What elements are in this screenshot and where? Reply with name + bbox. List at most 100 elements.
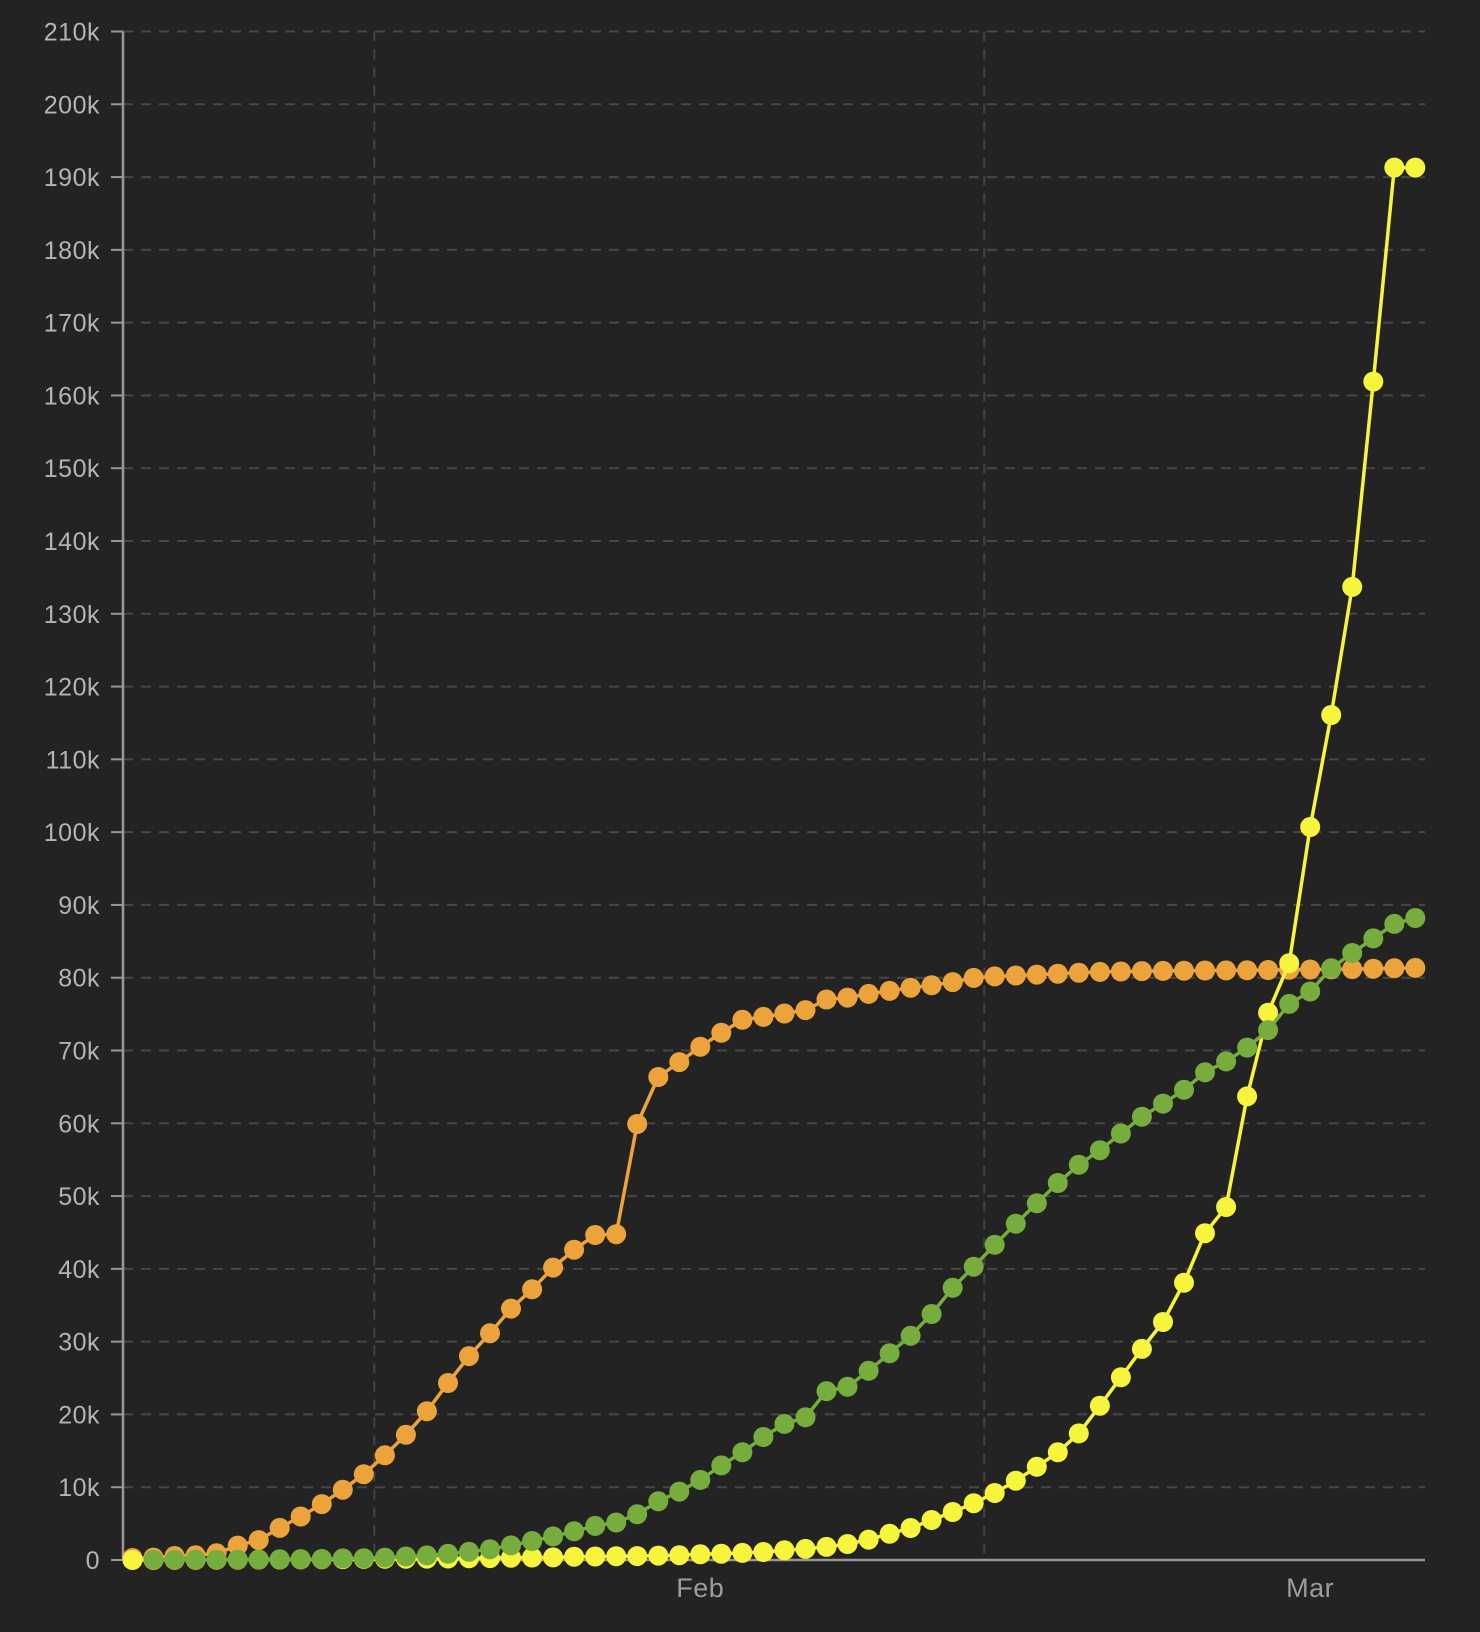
green-data-point[interactable] — [732, 1442, 753, 1463]
orange-data-point[interactable] — [1153, 960, 1173, 981]
orange-data-point[interactable] — [227, 1535, 248, 1556]
green-data-point[interactable] — [416, 1545, 437, 1566]
yellow-data-point[interactable] — [858, 1529, 879, 1550]
green-data-point[interactable] — [522, 1531, 543, 1551]
green-data-point[interactable] — [837, 1376, 858, 1397]
green-data-point[interactable] — [1068, 1154, 1089, 1175]
yellow-data-point[interactable] — [669, 1545, 690, 1566]
orange-data-point[interactable] — [1089, 961, 1110, 982]
green-data-point[interactable] — [353, 1548, 374, 1569]
green-data-point[interactable] — [248, 1549, 269, 1570]
yellow-data-point[interactable] — [879, 1523, 900, 1544]
yellow-data-point[interactable] — [543, 1547, 564, 1568]
orange-data-point[interactable] — [942, 972, 963, 993]
green-data-point[interactable] — [1258, 1020, 1279, 1041]
orange-data-point[interactable] — [543, 1257, 564, 1278]
green-data-point[interactable] — [269, 1549, 290, 1570]
orange-data-point[interactable] — [374, 1445, 395, 1466]
orange-data-point[interactable] — [1110, 961, 1131, 982]
yellow-data-point[interactable] — [1342, 576, 1363, 597]
green-data-point[interactable] — [1131, 1106, 1152, 1127]
green-data-point[interactable] — [606, 1512, 627, 1533]
yellow-data-point[interactable] — [1195, 1223, 1215, 1244]
green-data-point[interactable] — [1005, 1213, 1026, 1234]
green-data-point[interactable] — [795, 1407, 816, 1428]
orange-data-point[interactable] — [353, 1464, 374, 1485]
yellow-data-point[interactable] — [1237, 1086, 1258, 1107]
green-data-point[interactable] — [1047, 1173, 1068, 1193]
orange-data-point[interactable] — [1026, 964, 1047, 985]
orange-data-point[interactable] — [795, 1000, 816, 1021]
yellow-data-point[interactable] — [606, 1546, 627, 1567]
green-data-point[interactable] — [1384, 913, 1405, 934]
orange-data-point[interactable] — [311, 1494, 332, 1515]
orange-data-point[interactable] — [963, 967, 984, 988]
green-data-point[interactable] — [585, 1515, 606, 1536]
yellow-data-point[interactable] — [1363, 371, 1384, 392]
green-data-point[interactable] — [1153, 1093, 1173, 1114]
green-data-point[interactable] — [1321, 958, 1342, 979]
orange-data-point[interactable] — [395, 1424, 416, 1445]
yellow-data-point[interactable] — [795, 1538, 816, 1559]
orange-data-point[interactable] — [269, 1517, 290, 1538]
yellow-data-point[interactable] — [711, 1543, 732, 1564]
green-data-point[interactable] — [143, 1549, 164, 1570]
orange-data-point[interactable] — [438, 1373, 458, 1393]
orange-data-point[interactable] — [648, 1067, 669, 1087]
orange-data-point[interactable] — [459, 1346, 479, 1367]
yellow-data-point[interactable] — [1047, 1442, 1068, 1463]
yellow-data-point[interactable] — [732, 1542, 753, 1563]
green-data-point[interactable] — [1342, 943, 1363, 963]
yellow-data-point[interactable] — [1068, 1423, 1089, 1444]
green-data-point[interactable] — [1363, 928, 1384, 949]
green-data-point[interactable] — [227, 1549, 248, 1570]
yellow-data-point[interactable] — [1005, 1470, 1026, 1491]
orange-data-point[interactable] — [585, 1225, 606, 1245]
green-data-point[interactable] — [879, 1343, 900, 1364]
green-data-point[interactable] — [206, 1549, 227, 1570]
green-data-point[interactable] — [711, 1455, 732, 1476]
orange-data-point[interactable] — [1342, 959, 1363, 979]
green-data-point[interactable] — [942, 1277, 963, 1298]
orange-data-point[interactable] — [1047, 963, 1068, 984]
orange-data-point[interactable] — [711, 1022, 732, 1043]
orange-data-point[interactable] — [858, 983, 879, 1004]
orange-data-point[interactable] — [1384, 958, 1405, 979]
orange-data-point[interactable] — [606, 1224, 627, 1245]
green-data-point[interactable] — [1300, 981, 1321, 1002]
orange-data-point[interactable] — [1131, 961, 1152, 982]
green-data-point[interactable] — [164, 1549, 185, 1570]
green-data-point[interactable] — [1026, 1193, 1047, 1214]
orange-data-point[interactable] — [690, 1036, 711, 1057]
green-data-point[interactable] — [648, 1491, 669, 1512]
green-data-point[interactable] — [480, 1539, 500, 1560]
yellow-data-point[interactable] — [816, 1536, 837, 1557]
green-data-point[interactable] — [753, 1427, 774, 1447]
orange-data-point[interactable] — [1258, 960, 1279, 980]
green-data-point[interactable] — [332, 1548, 353, 1569]
orange-data-point[interactable] — [669, 1052, 690, 1073]
orange-data-point[interactable] — [732, 1009, 753, 1030]
green-data-point[interactable] — [690, 1469, 711, 1490]
orange-data-point[interactable] — [1300, 959, 1321, 980]
green-data-point[interactable] — [374, 1547, 395, 1568]
green-data-point[interactable] — [459, 1541, 479, 1562]
orange-data-point[interactable] — [1237, 960, 1258, 981]
yellow-data-point[interactable] — [1300, 817, 1321, 837]
orange-data-point[interactable] — [879, 980, 900, 1001]
green-data-point[interactable] — [900, 1325, 921, 1346]
yellow-data-point[interactable] — [1405, 157, 1426, 178]
orange-data-point[interactable] — [921, 975, 942, 996]
yellow-data-point[interactable] — [837, 1534, 858, 1554]
green-data-point[interactable] — [1174, 1079, 1194, 1100]
green-data-point[interactable] — [501, 1535, 521, 1556]
green-data-point[interactable] — [963, 1256, 984, 1277]
green-data-point[interactable] — [921, 1304, 942, 1324]
orange-data-point[interactable] — [1005, 965, 1026, 986]
orange-data-point[interactable] — [480, 1323, 500, 1344]
yellow-data-point[interactable] — [942, 1502, 963, 1522]
green-data-point[interactable] — [858, 1360, 879, 1381]
yellow-data-point[interactable] — [1258, 1002, 1279, 1023]
yellow-data-point[interactable] — [627, 1546, 648, 1567]
green-data-point[interactable] — [543, 1526, 564, 1547]
